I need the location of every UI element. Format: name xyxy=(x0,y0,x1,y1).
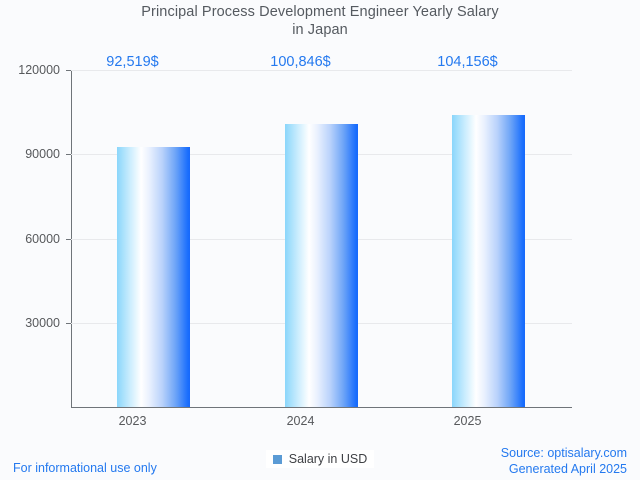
bar-value-label-2024: 100,846$ xyxy=(270,54,331,70)
y-tick-mark xyxy=(66,238,71,240)
gridline-120000 xyxy=(71,70,572,71)
disclaimer-text: For informational use only xyxy=(13,461,157,475)
bar-2024[interactable] xyxy=(285,123,358,407)
chart-title-line-2: in Japan xyxy=(292,22,348,38)
legend-item-salary-in-usd[interactable]: Salary in USD xyxy=(265,450,375,468)
bar-value-label-2025: 104,156$ xyxy=(437,54,498,70)
y-axis-tick-label: 120000 xyxy=(18,63,60,77)
bar-value-label-2023: 92,519$ xyxy=(106,54,159,70)
x-axis-label-2024: 2024 xyxy=(286,414,315,428)
chart-title: Principal Process Development Engineer Y… xyxy=(0,3,640,39)
y-axis-tick-label: 90000 xyxy=(25,147,60,162)
bar-2023[interactable] xyxy=(117,147,190,407)
x-axis-label-2023: 2023 xyxy=(118,414,147,428)
y-axis-tick-label: 30000 xyxy=(25,315,60,330)
plot-area xyxy=(66,70,572,407)
source-link[interactable]: Source: optisalary.com xyxy=(500,446,627,460)
y-axis-tick-label: 60000 xyxy=(25,231,60,246)
legend-item-label: Salary in USD xyxy=(288,452,368,466)
y-tick-mark xyxy=(66,70,71,71)
chart-title-line-1: Principal Process Development Engineer Y… xyxy=(141,4,499,20)
generated-date: Generated April 2025 xyxy=(508,462,627,476)
source-attribution: Source: optisalary.com Generated April 2… xyxy=(501,445,627,477)
legend-swatch-icon xyxy=(272,454,282,464)
bar-2025[interactable] xyxy=(452,114,525,407)
y-tick-mark xyxy=(66,154,71,156)
chart-legend: Salary in USD xyxy=(0,450,640,468)
x-axis-label-2025: 2025 xyxy=(453,414,482,428)
x-axis-line xyxy=(71,407,572,408)
y-tick-mark xyxy=(66,322,71,324)
